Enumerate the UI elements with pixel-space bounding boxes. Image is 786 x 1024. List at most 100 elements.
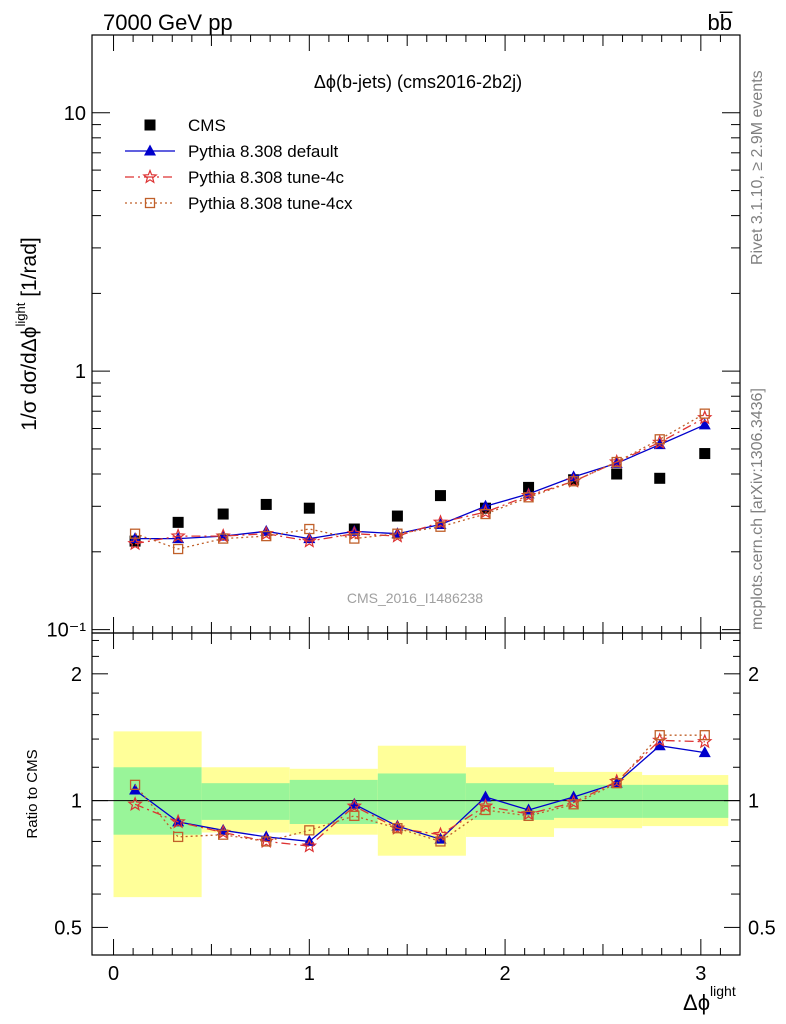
ratio-stat-band-6 bbox=[642, 784, 729, 818]
main-series-3-point bbox=[129, 528, 141, 539]
main-axis-ticks: 10⁻¹ 1 10 bbox=[47, 34, 740, 642]
legend-label-2: Pythia 8.308 tune-4c bbox=[188, 168, 344, 187]
main-series-0-point bbox=[260, 498, 272, 510]
ratio-series-2-point bbox=[654, 730, 665, 741]
main-series-group bbox=[127, 408, 713, 555]
mcplots-reference-label: mcplots.cern.ch [arXiv:1306.3436] bbox=[749, 388, 766, 630]
ratio-series-2-point bbox=[172, 831, 184, 843]
ratio-series-2-point bbox=[261, 836, 272, 847]
main-y-axis-label-main: 1/σ dσ/dΔϕ bbox=[18, 326, 41, 430]
ratio-series-1-point bbox=[346, 798, 363, 813]
main-series-3-point bbox=[349, 533, 360, 544]
ratio-stat-band-1 bbox=[201, 783, 290, 820]
ratio-y-tick-label-left: 1 bbox=[71, 791, 82, 813]
main-series-3-point bbox=[523, 492, 534, 503]
main-series-line-2 bbox=[134, 417, 706, 545]
main-y-axis-label-sup: light bbox=[13, 302, 28, 326]
main-panel: 10⁻¹ 1 10 Δϕ(b-jets) (cms2016-2b2j) CMS_20… bbox=[13, 34, 741, 642]
analysis-watermark: CMS_2016_I1486238 bbox=[347, 590, 483, 606]
ratio-series-2-point bbox=[611, 778, 622, 789]
x-tick-label: 3 bbox=[695, 963, 706, 985]
x-tick-label: 1 bbox=[304, 963, 315, 985]
main-series-line-3 bbox=[134, 413, 706, 550]
legend-marker-0 bbox=[144, 119, 156, 131]
main-series-2-point bbox=[127, 535, 143, 551]
ratio-y-tick-label-left: 2 bbox=[71, 664, 82, 686]
ratio-stat-band-4 bbox=[465, 783, 555, 820]
ratio-y-tick-label-right: 0.5 bbox=[748, 917, 776, 939]
ratio-series-group bbox=[127, 730, 713, 853]
ratio-series-2-point bbox=[304, 825, 315, 836]
x-axis-label-sup: light bbox=[710, 983, 736, 999]
main-series-2-point bbox=[170, 527, 186, 543]
main-y-axis-label: 1/σ dσ/dΔϕlight [1/rad] bbox=[13, 237, 41, 431]
main-series-0-point bbox=[172, 516, 184, 528]
main-series-3-point bbox=[261, 530, 272, 542]
ratio-series-0-point bbox=[391, 819, 404, 831]
main-series-0-point bbox=[391, 510, 403, 522]
ratio-stat-band-2 bbox=[289, 779, 378, 824]
x-axis-label-main: Δϕ bbox=[683, 990, 710, 1015]
main-series-2-point bbox=[301, 532, 318, 548]
main-series-3-point bbox=[699, 408, 710, 419]
ratio-series-line-1 bbox=[134, 739, 705, 847]
header-process-label: bb̅ bbox=[708, 10, 733, 35]
main-series-0-point bbox=[523, 481, 535, 493]
legend-marker-3 bbox=[144, 197, 156, 209]
ratio-y-axis-label: Ratio to CMS bbox=[24, 749, 41, 838]
ratio-series-line-2 bbox=[134, 734, 705, 843]
ratio-series-2-point bbox=[392, 823, 403, 834]
main-series-3-point bbox=[392, 528, 403, 539]
main-series-line-1 bbox=[135, 424, 706, 540]
ratio-y-tick-label-left: 0.5 bbox=[54, 917, 82, 939]
ratio-series-1-point bbox=[127, 796, 143, 811]
main-series-2-point bbox=[346, 525, 363, 541]
main-y-tick-label: 10 bbox=[64, 103, 86, 125]
legend-label-3: Pythia 8.308 tune-4cx bbox=[188, 194, 353, 213]
main-series-0-point bbox=[434, 490, 446, 502]
main-series-3-point bbox=[480, 508, 491, 520]
ratio-panel: 0.5 0.5 1 1 2 2 0 1 2 3 Ratio to CMS Δϕlight bbox=[24, 632, 776, 1015]
main-y-tick-label: 10⁻¹ bbox=[47, 620, 87, 642]
main-series-3-point bbox=[611, 456, 622, 468]
legend-label-0: CMS bbox=[188, 116, 226, 135]
main-y-tick-label: 1 bbox=[75, 361, 86, 383]
ratio-series-1-point bbox=[301, 837, 318, 853]
ratio-series-0-point bbox=[479, 790, 492, 802]
ratio-series-0-point bbox=[698, 746, 711, 758]
ratio-series-1-point bbox=[477, 798, 494, 813]
x-tick-label: 0 bbox=[108, 963, 119, 985]
ratio-stat-band-3 bbox=[377, 773, 466, 820]
main-series-0-point bbox=[303, 502, 315, 514]
legend-marker-2 bbox=[142, 168, 158, 184]
ratio-series-2-point bbox=[218, 829, 229, 840]
ratio-uncertainty-bands bbox=[113, 731, 729, 898]
main-plot-title: Δϕ(b-jets) (cms2016-2b2j) bbox=[314, 72, 522, 92]
main-series-1-point bbox=[348, 524, 361, 536]
legend-marker-1 bbox=[144, 144, 156, 156]
ratio-axis-ticks: 0.5 0.5 1 1 2 2 0 1 2 3 bbox=[54, 633, 776, 985]
main-series-1-point bbox=[260, 524, 273, 536]
main-series-0-point bbox=[611, 468, 623, 480]
main-series-0-point bbox=[217, 508, 229, 520]
main-series-3-point bbox=[172, 543, 184, 555]
main-series-3-point bbox=[654, 434, 665, 445]
ratio-panel-frame bbox=[91, 632, 741, 956]
ratio-series-2-point bbox=[480, 804, 491, 816]
ratio-y-tick-label-right: 2 bbox=[748, 664, 759, 686]
ratio-series-1-point bbox=[170, 813, 186, 829]
main-series-3-point bbox=[304, 523, 315, 535]
main-y-axis-label-unit: [1/rad] bbox=[18, 237, 41, 302]
ratio-series-0-point bbox=[653, 739, 666, 751]
x-axis-label: Δϕlight bbox=[683, 983, 736, 1015]
main-series-3-point bbox=[435, 521, 446, 532]
rivet-version-label: Rivet 3.1.10, ≥ 2.9M events bbox=[749, 70, 766, 265]
header-energy-label: 7000 GeV pp bbox=[103, 10, 233, 35]
main-series-3-point bbox=[218, 533, 229, 544]
main-series-0-point bbox=[699, 448, 711, 460]
main-series-2-point bbox=[432, 514, 449, 529]
ratio-y-tick-label-right: 1 bbox=[748, 791, 759, 813]
ratio-series-2-point bbox=[699, 730, 710, 741]
ratio-series-2-point bbox=[129, 779, 141, 791]
